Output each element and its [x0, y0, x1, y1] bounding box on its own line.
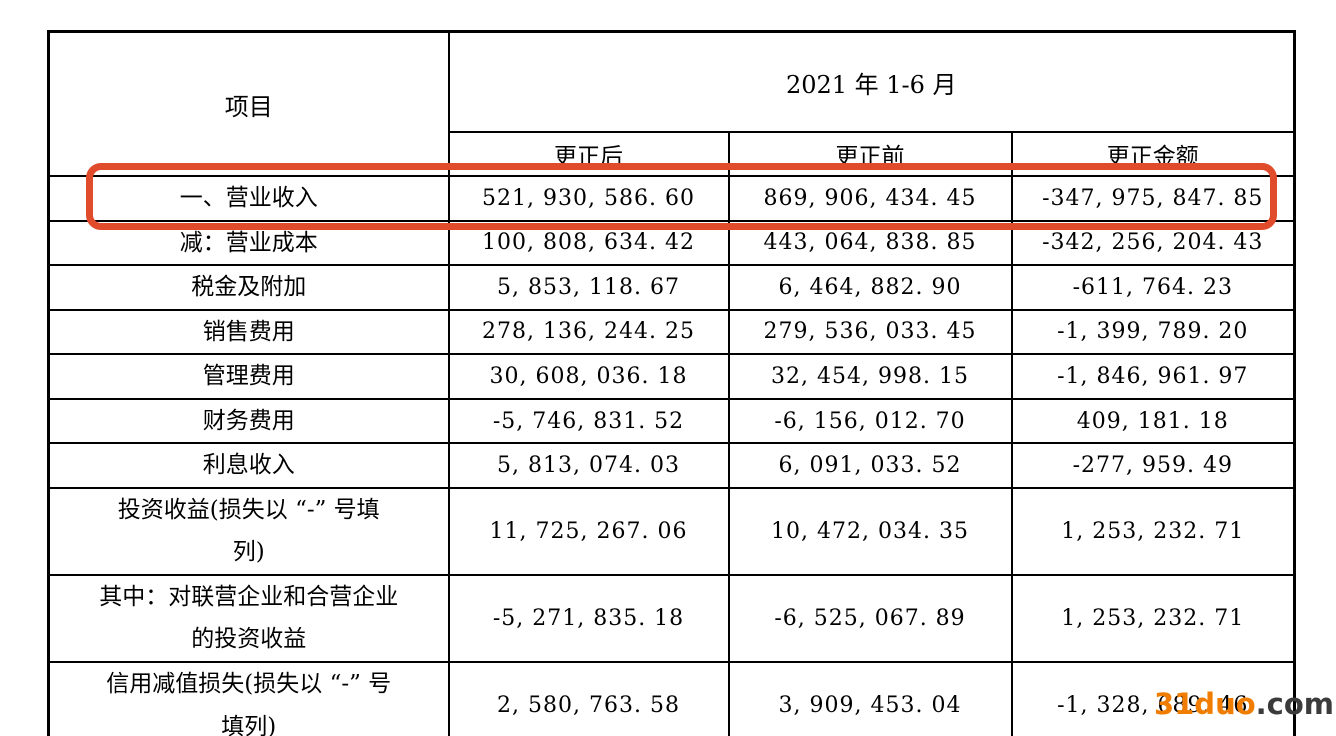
table-row-credit-impairment-loss: 信用减值损失(损失以 “-” 号 填列) 2, 580, 763. 58 3, … [47, 661, 1296, 736]
table-row-jv-investment-income: 其中：对联营企业和合营企业 的投资收益 -5, 271, 835. 18 -6,… [47, 573, 1296, 664]
value-correction-amount: -347, 975, 847. 85 [1010, 175, 1296, 222]
row-label: 一、营业收入 [47, 175, 450, 222]
correction-table: 项目 2021 年 1-6 月 更正后 更正前 更正金额 一、营业收入 521,… [47, 30, 1297, 736]
column-header-period: 2021 年 1-6 月 [447, 30, 1296, 133]
value-corrected: 521, 930, 586. 60 [447, 175, 730, 222]
table-row-operating-cost: 减：营业成本 100, 808, 634. 42 443, 064, 838. … [47, 219, 1296, 267]
table-row-selling-expenses: 销售费用 278, 136, 244. 25 279, 536, 033. 45… [47, 308, 1296, 356]
column-header-correction-amount: 更正金额 [1010, 131, 1296, 177]
table-row-financial-expenses: 财务费用 -5, 746, 831. 52 -6, 156, 012. 70 4… [47, 397, 1296, 445]
value-corrected: 11, 725, 267. 06 [447, 486, 730, 576]
value-original: 443, 064, 838. 85 [727, 219, 1013, 267]
row-label: 税金及附加 [47, 264, 450, 311]
value-corrected: 5, 853, 118. 67 [447, 264, 730, 311]
value-original: 3, 909, 453. 04 [727, 661, 1013, 736]
column-header-corrected: 更正后 [447, 131, 730, 177]
value-correction-amount: 1, 253, 232. 71 [1010, 573, 1296, 664]
value-corrected: -5, 746, 831. 52 [447, 397, 730, 445]
value-corrected: 2, 580, 763. 58 [447, 661, 730, 736]
value-original: -6, 156, 012. 70 [727, 397, 1013, 445]
row-label: 减：营业成本 [47, 219, 450, 267]
value-correction-amount: -342, 256, 204. 43 [1010, 219, 1296, 267]
table-row-investment-income: 投资收益(损失以 “-” 号填 列) 11, 725, 267. 06 10, … [47, 486, 1296, 576]
row-label: 其中：对联营企业和合营企业 的投资收益 [47, 573, 450, 664]
value-original: -6, 525, 067. 89 [727, 573, 1013, 664]
value-correction-amount: -1, 328, 689. 46 [1010, 661, 1296, 736]
value-corrected: 30, 608, 036. 18 [447, 353, 730, 400]
watermark-brand: 31duo [1153, 687, 1256, 721]
table-row-admin-expenses: 管理费用 30, 608, 036. 18 32, 454, 998. 15 -… [47, 353, 1296, 400]
value-correction-amount: -1, 846, 961. 97 [1010, 353, 1296, 400]
row-label: 销售费用 [47, 308, 450, 356]
value-corrected: -5, 271, 835. 18 [447, 573, 730, 664]
value-original: 6, 464, 882. 90 [727, 264, 1013, 311]
row-label: 管理费用 [47, 353, 450, 400]
value-correction-amount: -611, 764. 23 [1010, 264, 1296, 311]
table-row-taxes-surcharges: 税金及附加 5, 853, 118. 67 6, 464, 882. 90 -6… [47, 264, 1296, 311]
value-original: 6, 091, 033. 52 [727, 442, 1013, 489]
value-correction-amount: -277, 959. 49 [1010, 442, 1296, 489]
value-correction-amount: 409, 181. 18 [1010, 397, 1296, 445]
value-original: 32, 454, 998. 15 [727, 353, 1013, 400]
row-label: 投资收益(损失以 “-” 号填 列) [47, 486, 450, 576]
row-label: 财务费用 [47, 397, 450, 445]
column-header-item: 项目 [47, 30, 450, 177]
value-corrected: 100, 808, 634. 42 [447, 219, 730, 267]
table-row-revenue: 一、营业收入 521, 930, 586. 60 869, 906, 434. … [47, 175, 1296, 222]
watermark-suffix: .com [1255, 687, 1334, 721]
value-original: 869, 906, 434. 45 [727, 175, 1013, 222]
value-correction-amount: 1, 253, 232. 71 [1010, 486, 1296, 576]
value-correction-amount: -1, 399, 789. 20 [1010, 308, 1296, 356]
row-label: 利息收入 [47, 442, 450, 489]
row-label: 信用减值损失(损失以 “-” 号 填列) [47, 661, 450, 736]
value-original: 279, 536, 033. 45 [727, 308, 1013, 356]
watermark: 31duo.com [1154, 690, 1334, 719]
column-header-original: 更正前 [727, 131, 1013, 177]
value-corrected: 5, 813, 074. 03 [447, 442, 730, 489]
value-original: 10, 472, 034. 35 [727, 486, 1013, 576]
table-row-interest-income: 利息收入 5, 813, 074. 03 6, 091, 033. 52 -27… [47, 442, 1296, 489]
value-corrected: 278, 136, 244. 25 [447, 308, 730, 356]
